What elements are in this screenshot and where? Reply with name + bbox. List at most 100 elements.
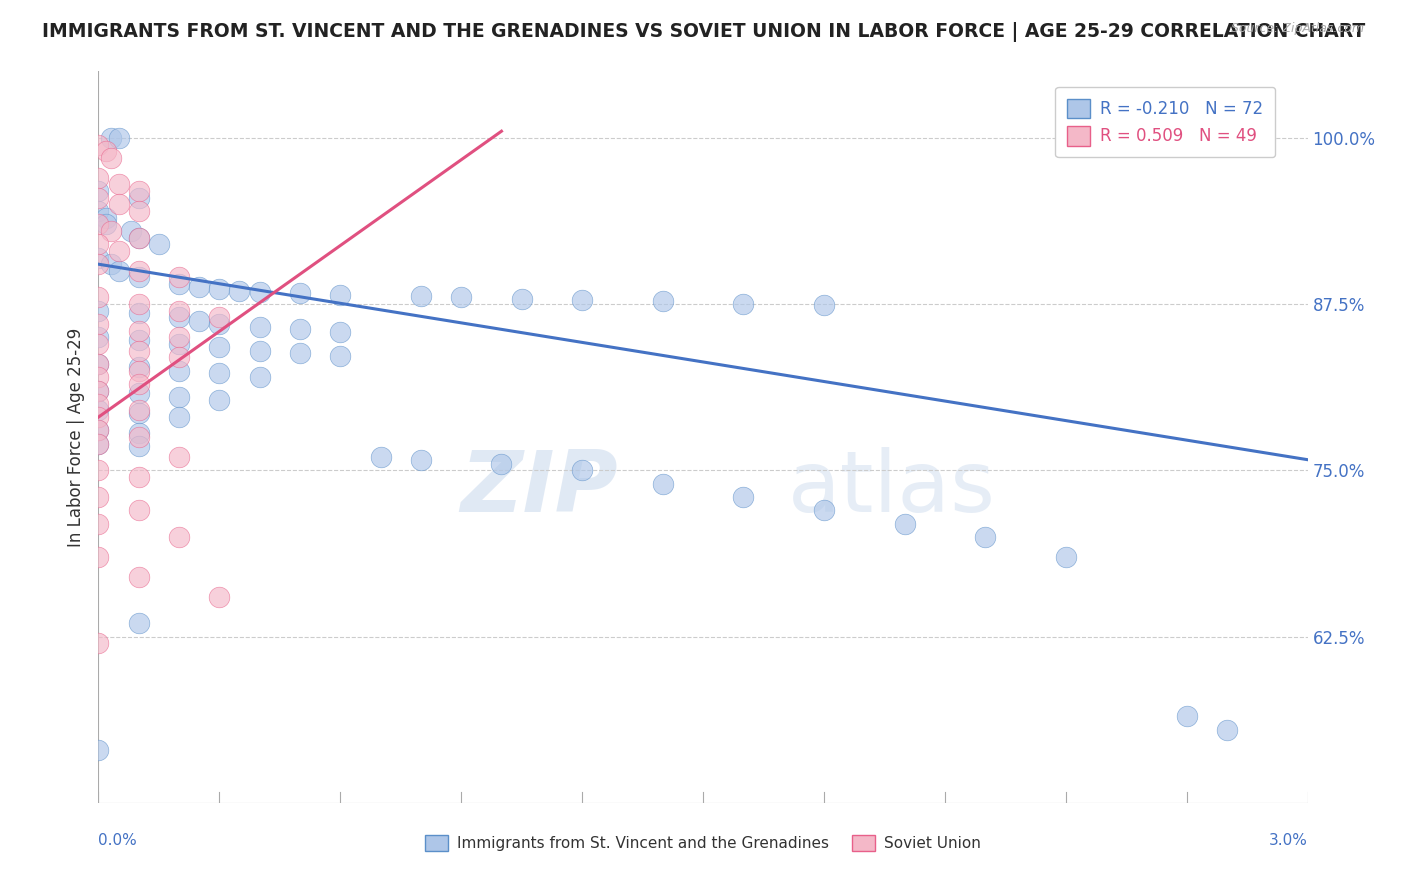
Point <box>228 284 250 298</box>
Point <box>733 297 755 311</box>
Point <box>100 224 122 238</box>
Point <box>128 230 150 244</box>
Point <box>249 319 271 334</box>
Point <box>148 237 170 252</box>
Point <box>87 330 110 344</box>
Point <box>87 403 110 417</box>
Point <box>87 516 110 531</box>
Text: 0.0%: 0.0% <box>98 833 138 848</box>
Point <box>450 290 472 304</box>
Point <box>87 217 110 231</box>
Point <box>128 230 150 244</box>
Point <box>87 490 110 504</box>
Point <box>128 191 150 205</box>
Point <box>107 131 129 145</box>
Point <box>128 406 150 420</box>
Point <box>87 424 110 438</box>
Point <box>87 204 110 219</box>
Point <box>128 333 150 347</box>
Point <box>87 742 110 756</box>
Point <box>188 314 211 328</box>
Point <box>87 410 110 425</box>
Point <box>329 349 352 363</box>
Point <box>87 384 110 398</box>
Point <box>100 257 122 271</box>
Point <box>288 286 311 301</box>
Text: IMMIGRANTS FROM ST. VINCENT AND THE GRENADINES VS SOVIET UNION IN LABOR FORCE | : IMMIGRANTS FROM ST. VINCENT AND THE GREN… <box>42 22 1365 42</box>
Point <box>96 217 118 231</box>
Point <box>167 530 190 544</box>
Point <box>208 590 231 604</box>
Point <box>128 426 150 441</box>
Point <box>128 430 150 444</box>
Point <box>167 303 190 318</box>
Point <box>167 337 190 351</box>
Point <box>208 392 231 407</box>
Text: 3.0%: 3.0% <box>1268 833 1308 848</box>
Point <box>571 293 593 307</box>
Y-axis label: In Labor Force | Age 25-29: In Labor Force | Age 25-29 <box>66 327 84 547</box>
Point <box>571 463 593 477</box>
Point <box>167 310 190 325</box>
Point <box>96 211 118 225</box>
Point <box>208 366 231 380</box>
Point <box>128 363 150 377</box>
Point <box>87 191 110 205</box>
Point <box>409 289 432 303</box>
Point <box>167 351 190 365</box>
Point <box>1054 549 1077 564</box>
Legend: Immigrants from St. Vincent and the Grenadines, Soviet Union: Immigrants from St. Vincent and the Gren… <box>419 829 987 857</box>
Point <box>87 424 110 438</box>
Point <box>87 170 110 185</box>
Point <box>87 303 110 318</box>
Point <box>409 452 432 467</box>
Point <box>87 337 110 351</box>
Point <box>120 224 142 238</box>
Point <box>87 397 110 411</box>
Text: ZIP: ZIP <box>461 447 619 530</box>
Point <box>288 346 311 360</box>
Point <box>329 287 352 301</box>
Point <box>96 144 118 158</box>
Point <box>128 439 150 453</box>
Point <box>733 490 755 504</box>
Point <box>128 324 150 338</box>
Point <box>813 503 835 517</box>
Point <box>167 270 190 285</box>
Point <box>128 470 150 484</box>
Point <box>128 184 150 198</box>
Point <box>651 476 673 491</box>
Point <box>128 359 150 374</box>
Point <box>128 204 150 219</box>
Point <box>128 403 150 417</box>
Point <box>510 292 533 306</box>
Point <box>1216 723 1239 737</box>
Text: Source: ZipAtlas.com: Source: ZipAtlas.com <box>1230 22 1364 36</box>
Point <box>87 357 110 371</box>
Point <box>128 616 150 631</box>
Point <box>167 330 190 344</box>
Point <box>491 457 513 471</box>
Point <box>167 410 190 425</box>
Point <box>208 283 231 297</box>
Point <box>249 370 271 384</box>
Point <box>208 317 231 331</box>
Point <box>87 184 110 198</box>
Point <box>87 636 110 650</box>
Point <box>651 294 673 309</box>
Point <box>87 317 110 331</box>
Point <box>167 277 190 292</box>
Point <box>87 137 110 152</box>
Point <box>813 298 835 312</box>
Point <box>167 450 190 464</box>
Point <box>87 290 110 304</box>
Point <box>974 530 997 544</box>
Point <box>128 264 150 278</box>
Point <box>128 270 150 285</box>
Point <box>249 285 271 299</box>
Point <box>87 436 110 450</box>
Point <box>1175 709 1198 723</box>
Point <box>208 310 231 325</box>
Point <box>87 357 110 371</box>
Point <box>87 237 110 252</box>
